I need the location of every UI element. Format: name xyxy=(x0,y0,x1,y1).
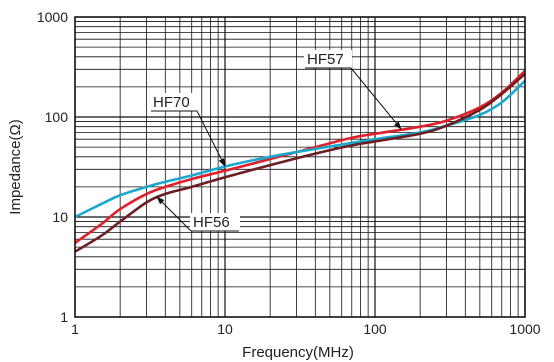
x-tick-label: 1000 xyxy=(509,321,540,337)
series-line-hf56 xyxy=(74,72,526,253)
plot-frame xyxy=(74,16,526,318)
series-line-hf70 xyxy=(74,79,526,219)
tick-labels: 1 10 100 1000 1 10 100 1000 xyxy=(37,9,541,337)
annotation-arrowhead xyxy=(394,121,402,130)
series-lines xyxy=(74,69,526,253)
annotation-hf56: HF56 xyxy=(156,196,240,232)
annotation-hf70: HF70 xyxy=(150,93,226,167)
annotation-background xyxy=(150,93,198,111)
annotation-label: HF70 xyxy=(153,94,190,111)
y-tick-label: 1 xyxy=(60,309,68,325)
annotation-label: HF56 xyxy=(193,214,230,231)
y-tick-label: 100 xyxy=(45,109,69,125)
annotations: HF57 HF70 HF56 xyxy=(150,50,402,232)
plot-border xyxy=(74,16,526,318)
y-tick-label: 10 xyxy=(52,209,68,225)
x-axis-title: Frequency(MHz) xyxy=(242,344,354,361)
y-axis-title: Impedance(Ω) xyxy=(7,119,24,214)
annotation-background xyxy=(190,213,240,231)
annotation-arrowhead xyxy=(156,196,165,205)
annotation-leader xyxy=(196,110,226,167)
annotation-arrowhead xyxy=(218,157,225,167)
x-tick-label: 1 xyxy=(71,321,79,337)
x-tick-label: 10 xyxy=(217,321,233,337)
grid xyxy=(75,17,525,317)
y-tick-label: 1000 xyxy=(37,9,68,25)
annotation-background xyxy=(304,50,352,68)
annotation-leader xyxy=(156,196,192,232)
annotation-leader xyxy=(350,67,402,130)
x-tick-label: 100 xyxy=(363,321,387,337)
annotation-label: HF57 xyxy=(307,51,344,68)
annotation-hf57: HF57 xyxy=(304,50,402,130)
